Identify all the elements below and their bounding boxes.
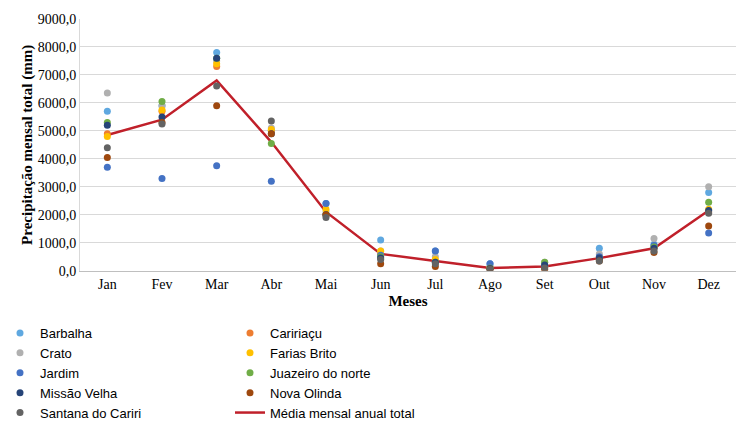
svg-text:Abr: Abr — [260, 277, 282, 292]
svg-text:2000,0: 2000,0 — [38, 208, 77, 223]
svg-text:4000,0: 4000,0 — [38, 152, 77, 167]
svg-text:8000,0: 8000,0 — [38, 40, 77, 55]
svg-text:Jun: Jun — [371, 277, 390, 292]
svg-text:Mar: Mar — [205, 277, 229, 292]
svg-text:3000,0: 3000,0 — [38, 180, 77, 195]
svg-text:Set: Set — [536, 277, 554, 292]
svg-text:Meses: Meses — [388, 293, 427, 309]
svg-text:Mai: Mai — [315, 277, 338, 292]
svg-text:6000,0: 6000,0 — [38, 96, 77, 111]
svg-text:Jul: Jul — [427, 277, 443, 292]
svg-text:Caririaçu: Caririaçu — [270, 326, 322, 341]
svg-text:Precipitação mensal total (mm): Precipitação mensal total (mm) — [19, 45, 36, 245]
svg-text:5000,0: 5000,0 — [38, 124, 77, 139]
svg-text:Ago: Ago — [478, 277, 502, 292]
svg-text:Nov: Nov — [642, 277, 666, 292]
svg-text:Barbalha: Barbalha — [40, 326, 93, 341]
svg-text:Crato: Crato — [40, 346, 72, 361]
svg-text:Jan: Jan — [98, 277, 117, 292]
svg-text:Dez: Dez — [697, 277, 720, 292]
svg-text:7000,0: 7000,0 — [38, 68, 77, 83]
svg-text:Nova Olinda: Nova Olinda — [270, 386, 342, 401]
svg-text:Fev: Fev — [152, 277, 173, 292]
svg-text:0,0: 0,0 — [59, 264, 77, 279]
svg-text:9000,0: 9000,0 — [38, 12, 77, 27]
svg-text:Out: Out — [589, 277, 610, 292]
svg-text:Santana do Cariri: Santana do Cariri — [40, 406, 141, 421]
svg-text:Missão Velha: Missão Velha — [40, 386, 118, 401]
svg-text:Média mensal anual total: Média mensal anual total — [270, 406, 415, 421]
svg-text:Juazeiro do norte: Juazeiro do norte — [270, 366, 370, 381]
svg-text:Jardim: Jardim — [40, 366, 79, 381]
svg-text:Farias Brito: Farias Brito — [270, 346, 336, 361]
svg-text:1000,0: 1000,0 — [38, 236, 77, 251]
